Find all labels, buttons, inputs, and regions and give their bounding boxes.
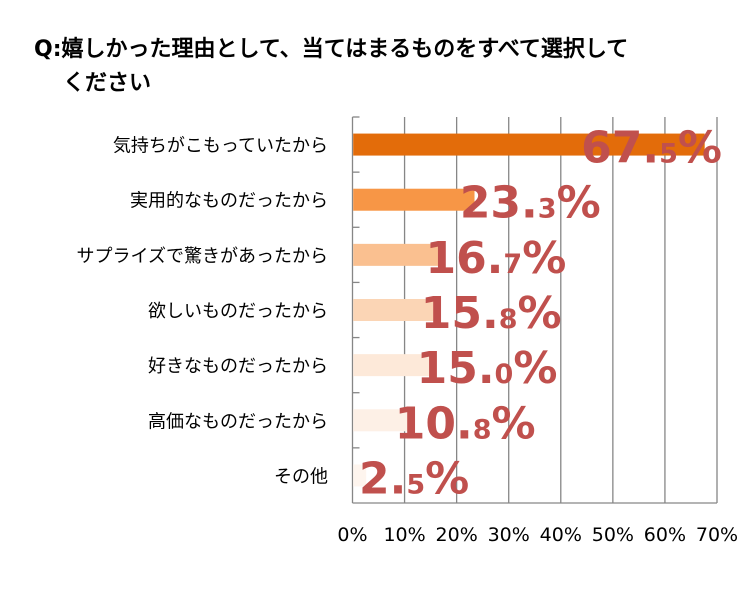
x-tick-label: 10% [383, 524, 425, 546]
category-label: 欲しいものだったから [148, 301, 328, 322]
bar [353, 133, 705, 156]
bar [353, 409, 410, 432]
title-line-1: Q:嬉しかった理由として、当てはまるものをすべて選択して [34, 37, 629, 62]
x-tick-label: 70% [696, 524, 738, 546]
data-label: 16.7% [425, 233, 566, 284]
x-tick-label: 30% [488, 524, 530, 546]
x-tick-label: 50% [592, 524, 634, 546]
data-label: 2.5% [359, 453, 469, 504]
x-tick-label: 60% [644, 524, 686, 546]
bar [353, 464, 367, 487]
category-label: 実用的なものだったから [130, 191, 328, 212]
chart-title: Q:嬉しかった理由として、当てはまるものをすべて選択して ください [34, 33, 734, 101]
category-label: サプライズで驚きがあったから [77, 246, 328, 267]
x-tick-label: 40% [540, 524, 582, 546]
data-label: 23.3% [460, 178, 601, 229]
data-label: 10.8% [395, 398, 536, 449]
category-label: 好きなものだったから [148, 356, 328, 377]
data-label: 15.0% [417, 343, 558, 394]
data-label: 15.8% [421, 288, 562, 339]
title-line-2: ください [63, 71, 152, 96]
x-tick-label: 20% [436, 524, 478, 546]
bar [353, 243, 441, 266]
bar [353, 299, 436, 321]
data-label: 67.5% [581, 123, 722, 174]
category-label: その他 [274, 466, 328, 487]
category-label: 気持ちがこもっていたから [113, 136, 328, 157]
category-label: 高価なものだったから [148, 411, 328, 432]
bar [353, 188, 475, 211]
bar [353, 354, 432, 377]
x-tick-label: 0% [337, 524, 367, 546]
